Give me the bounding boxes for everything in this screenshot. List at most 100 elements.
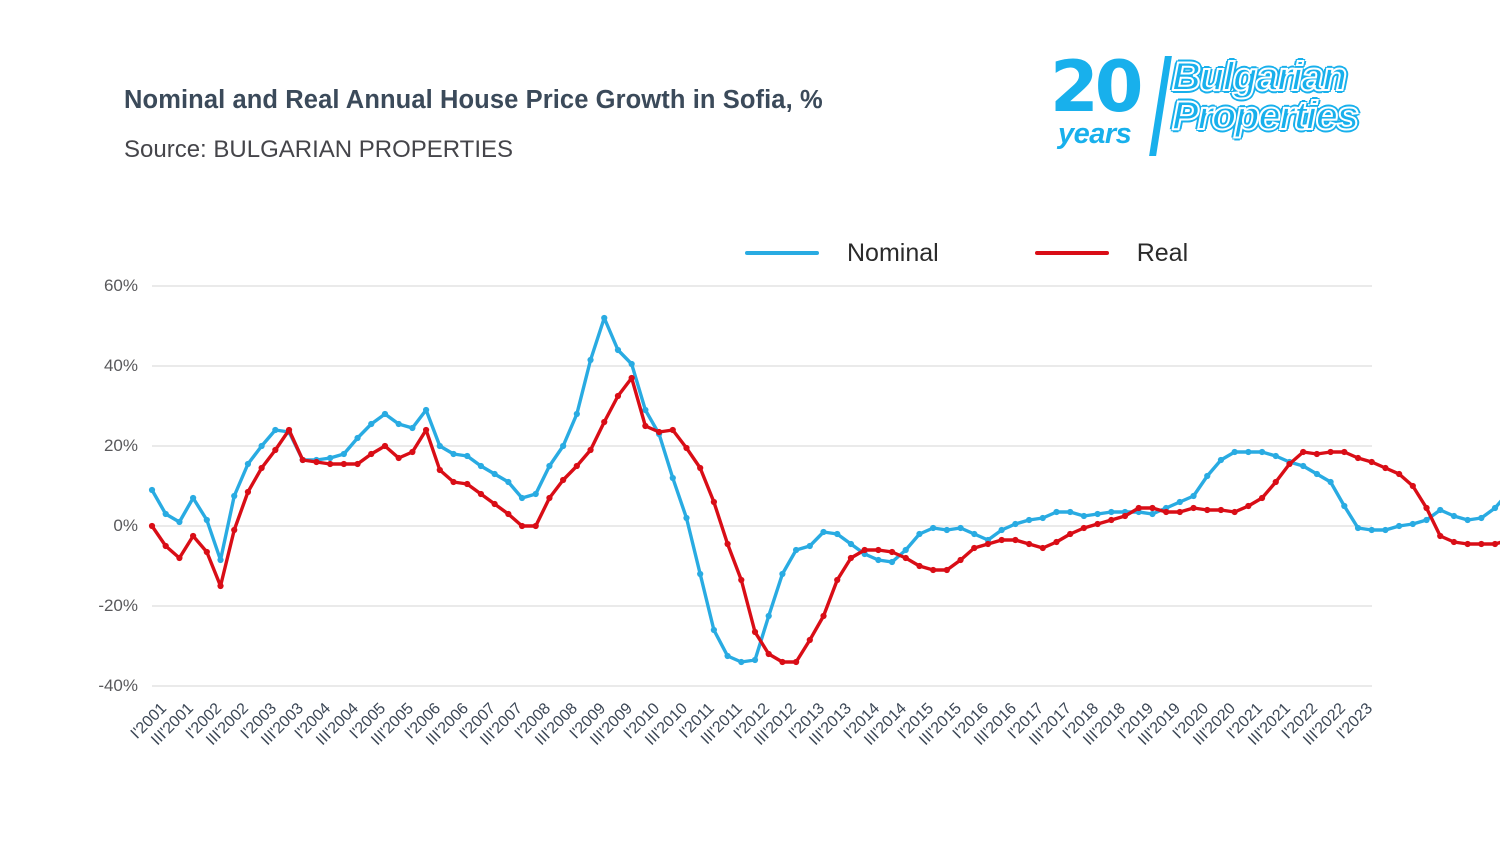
data-point — [1012, 520, 1019, 528]
data-point — [683, 514, 690, 522]
data-point — [765, 650, 772, 658]
data-point — [697, 570, 704, 578]
data-point — [1053, 538, 1060, 546]
bulgarian-properties-logo: 20 years Bulgarian Properties — [1040, 46, 1410, 161]
data-point — [258, 442, 265, 450]
data-point — [532, 490, 539, 498]
data-point — [1300, 462, 1307, 470]
series-real — [148, 374, 1500, 666]
data-point — [697, 464, 704, 472]
data-point — [450, 478, 457, 486]
data-point — [1327, 448, 1334, 456]
data-point — [601, 418, 608, 426]
data-point — [244, 460, 252, 468]
data-point — [381, 410, 389, 418]
data-point — [354, 434, 361, 442]
data-point — [1327, 478, 1334, 486]
data-point — [779, 570, 786, 578]
data-point — [368, 450, 375, 458]
data-point — [272, 446, 279, 454]
y-axis-tick-label: 40% — [103, 356, 138, 375]
data-point — [957, 556, 964, 564]
data-point — [806, 636, 813, 644]
data-point — [1204, 506, 1211, 514]
data-point — [971, 530, 978, 538]
data-point — [477, 490, 485, 498]
data-point — [573, 410, 580, 418]
data-point — [231, 492, 238, 500]
data-point — [1176, 508, 1183, 516]
data-point — [176, 518, 183, 526]
data-point — [751, 628, 759, 636]
data-point — [930, 566, 937, 574]
data-point — [1108, 508, 1115, 516]
legend-item-nominal[interactable]: Nominal — [745, 239, 939, 268]
data-point — [1437, 532, 1444, 540]
data-point — [1245, 502, 1252, 510]
data-point — [231, 526, 238, 534]
data-point — [1491, 540, 1499, 548]
data-point — [340, 460, 347, 468]
data-point — [1450, 512, 1458, 520]
data-point — [395, 420, 402, 428]
data-point — [1190, 492, 1197, 500]
data-point — [313, 458, 320, 466]
data-point — [1437, 506, 1444, 514]
data-point — [464, 452, 471, 460]
data-point — [738, 658, 745, 666]
data-point — [601, 314, 608, 322]
data-point — [1464, 516, 1471, 524]
data-point — [1313, 470, 1320, 478]
data-point — [203, 548, 210, 556]
data-point — [436, 466, 443, 474]
data-point — [1231, 448, 1238, 456]
logo-brand-name: Bulgarian Properties — [1171, 56, 1360, 137]
data-point — [669, 474, 676, 482]
data-point — [1149, 504, 1156, 512]
data-point — [1272, 478, 1279, 486]
data-point — [1135, 504, 1142, 512]
y-axis-tick-label: 60% — [103, 276, 138, 295]
y-axis-tick-label: 20% — [103, 436, 138, 455]
data-point — [1080, 512, 1088, 520]
data-point — [436, 442, 443, 450]
legend-item-real[interactable]: Real — [1034, 239, 1188, 268]
logo-20-text: 20 — [1050, 46, 1143, 128]
data-point — [368, 420, 375, 428]
data-point — [916, 562, 923, 570]
legend-swatch-real — [1034, 251, 1109, 255]
data-point — [902, 554, 909, 562]
data-point — [272, 426, 279, 434]
data-point — [1409, 520, 1416, 528]
data-point — [190, 532, 197, 540]
data-point — [820, 612, 827, 620]
data-point — [299, 456, 306, 464]
data-point — [1423, 504, 1430, 512]
data-point — [971, 544, 978, 552]
data-point — [587, 446, 594, 454]
data-point — [1053, 508, 1060, 516]
data-point — [1396, 470, 1403, 478]
data-point — [738, 576, 745, 584]
data-point — [820, 528, 827, 536]
data-point — [1149, 510, 1156, 518]
data-point — [217, 556, 224, 564]
data-point — [1396, 522, 1403, 530]
data-point — [1121, 512, 1129, 520]
data-point — [464, 480, 471, 488]
data-point — [327, 454, 334, 462]
data-point — [190, 494, 197, 502]
data-point — [984, 540, 992, 548]
data-point — [1354, 524, 1362, 532]
data-point — [751, 656, 759, 664]
data-point — [491, 470, 498, 478]
data-point — [943, 566, 950, 574]
data-point — [710, 498, 717, 506]
data-point — [327, 460, 334, 468]
legend-label-nominal: Nominal — [847, 238, 939, 267]
data-point — [422, 406, 430, 414]
data-point — [1478, 540, 1485, 548]
page-title: Nominal and Real Annual House Price Grow… — [124, 86, 823, 114]
